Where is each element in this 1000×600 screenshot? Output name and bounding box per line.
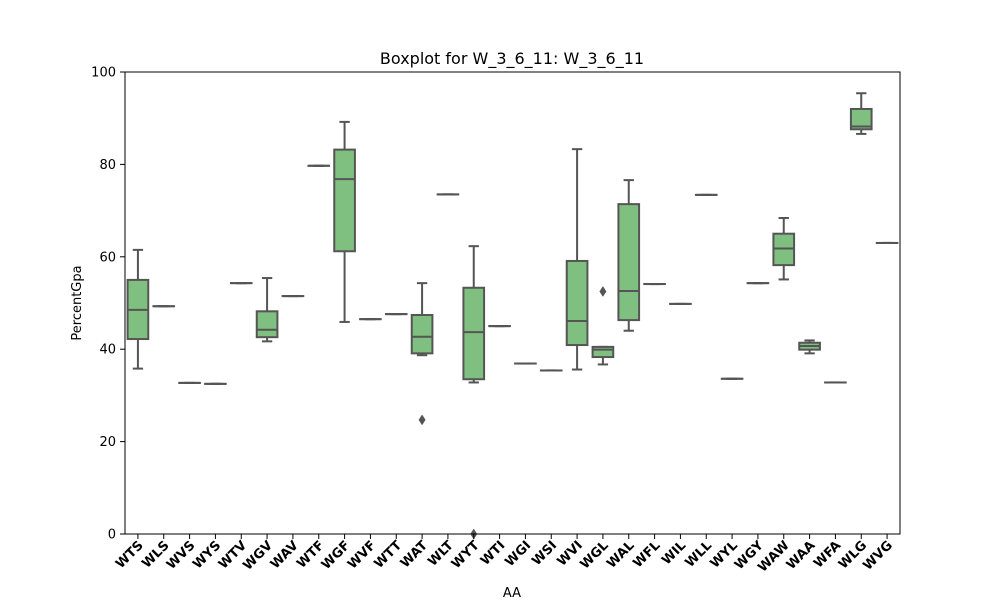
x-tick-label: WIL [659,538,689,568]
x-tick-label: WAT [398,538,431,571]
box [849,107,873,131]
x-tick-label: WYS [190,538,224,572]
x-tick-label: WGF [319,538,354,573]
x-tick-label: WVG [861,538,896,573]
box-group-wgv [255,277,279,343]
x-tick-label: WGI [503,538,535,570]
box-group-wgl [591,285,615,366]
plot-frame [124,71,901,535]
x-tick-label: WVF [345,538,379,572]
box-group-waa [798,339,821,355]
chart-title: Boxplot for W_3_6_11: W_3_6_11 [380,49,644,69]
y-tick-label: 20 [99,435,116,450]
y-tick-label: 60 [99,250,116,265]
box-group-wlg [849,92,873,135]
y-tick-label: 0 [108,528,116,543]
x-tick-label: WGV [241,538,276,573]
x-tick-label: WAV [268,538,302,572]
box-group-wyt [462,245,486,540]
box [255,310,279,339]
box [333,148,356,253]
x-axis-label: AA [503,586,521,600]
y-tick-label: 80 [99,158,116,173]
box [462,286,486,381]
outlier-point [599,285,607,297]
box-group-wat [410,282,434,426]
y-tick-label: 40 [99,343,116,358]
x-tick-label: WLL [683,538,715,570]
x-axis: WTSWLSWVSWYSWTVWGVWAVWTFWGFWVFWTTWATWLTW… [113,534,896,575]
box [410,314,434,355]
x-tick-label: WYT [449,538,483,572]
box-group-wal [617,179,641,332]
box-group-wvi [565,148,589,371]
x-tick-label: WGL [578,538,612,572]
x-tick-label: WVS [164,538,198,572]
x-tick-label: WTT [372,538,406,572]
x-tick-label: WTI [478,538,508,568]
box-group-wgf [333,120,356,323]
x-tick-label: WSI [529,538,560,569]
y-axis-label: PercentGpa [70,265,85,340]
box [591,345,615,359]
outlier-point [418,414,426,426]
box [565,259,589,347]
plot-area [126,92,899,540]
x-tick-label: WTS [113,538,147,572]
x-tick-label: WFL [631,538,664,571]
box-group-wts [126,248,150,370]
y-axis: 0 20 40 60 80 100 [91,66,125,543]
box-group-waw [772,216,796,281]
x-tick-label: WAA [784,538,819,573]
x-tick-label: WAL [604,538,637,571]
y-tick-label: 100 [91,66,116,81]
box [617,203,641,322]
